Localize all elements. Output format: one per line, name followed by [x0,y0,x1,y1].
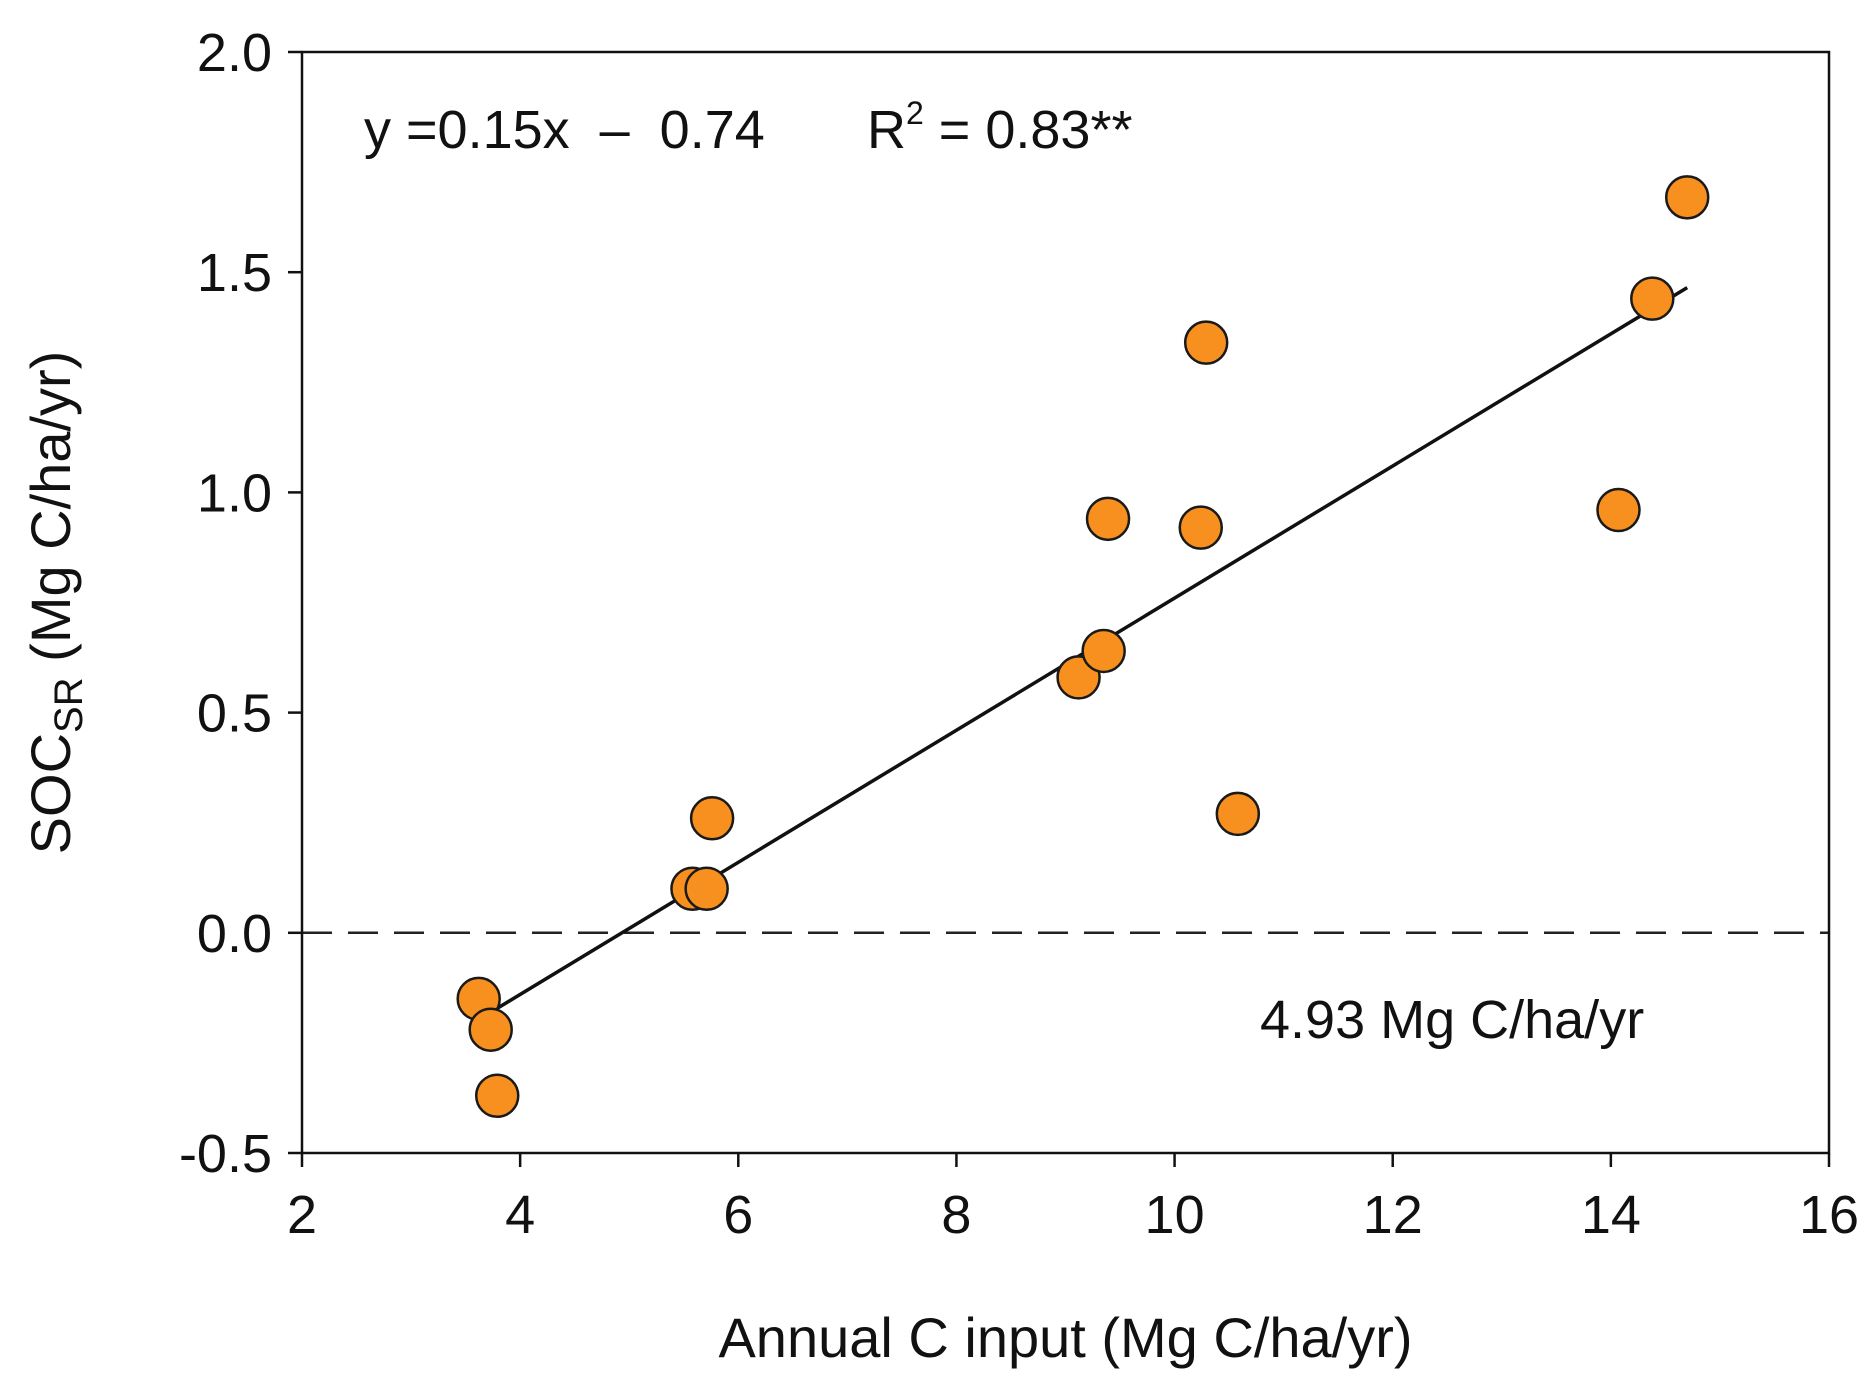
data-point [1183,320,1229,365]
x-axis-ticks: 2 4 6 8 10 12 14 16 [287,1153,1859,1245]
x-tick-label: 4 [505,1185,535,1245]
x-tick-label: 12 [1363,1185,1423,1245]
y-axis-title-subscript: SR [47,677,91,733]
x-tick-label: 14 [1581,1185,1641,1245]
y-axis-title: SOCSR (Mg C/ha/yr) [19,351,91,855]
data-point [1085,496,1131,542]
data-point [1630,276,1675,321]
y-tick-label: 1.0 [197,463,272,523]
x-tick-label: 16 [1799,1185,1859,1245]
r-squared-label: R2 = 0.83** [867,95,1132,160]
data-point [468,1007,513,1052]
y-axis-title-main: SOC [19,733,82,854]
y-axis-title-unit: (Mg C/ha/yr) [19,351,82,678]
regression-equation: y =0.15x – 0.74 [364,100,765,160]
r-squared-value: = 0.83** [924,100,1133,160]
y-tick-label: 0.0 [197,904,272,964]
y-tick-label: 2.0 [197,23,272,83]
data-point [1178,505,1223,550]
y-tick-label: 0.5 [197,684,272,744]
r-squared-exponent: 2 [906,95,924,131]
y-axis-ticks: -0.5 0.0 0.5 1.0 1.5 2.0 [179,23,302,1184]
data-point [474,1073,520,1118]
y-tick-label: -0.5 [179,1124,272,1184]
data-point [1215,791,1261,837]
plot-frame [300,50,1831,1155]
x-tick-label: 10 [1145,1185,1205,1245]
x-axis-title: Annual C input (Mg C/ha/yr) [718,1306,1412,1369]
points-layer [456,175,1710,1118]
x-tick-label: 8 [941,1185,971,1245]
data-point [684,866,729,912]
data-point [1081,628,1126,674]
data-point [1596,487,1641,533]
x-tick-label: 6 [723,1185,753,1245]
data-point [1664,175,1710,220]
y-tick-label: 1.5 [197,243,272,303]
x-intercept-annotation: 4.93 Mg C/ha/yr [1260,990,1644,1050]
r-squared-symbol: R [867,100,906,160]
x-tick-label: 2 [287,1185,317,1245]
lines-layer [302,286,1829,1022]
data-point [689,796,735,841]
